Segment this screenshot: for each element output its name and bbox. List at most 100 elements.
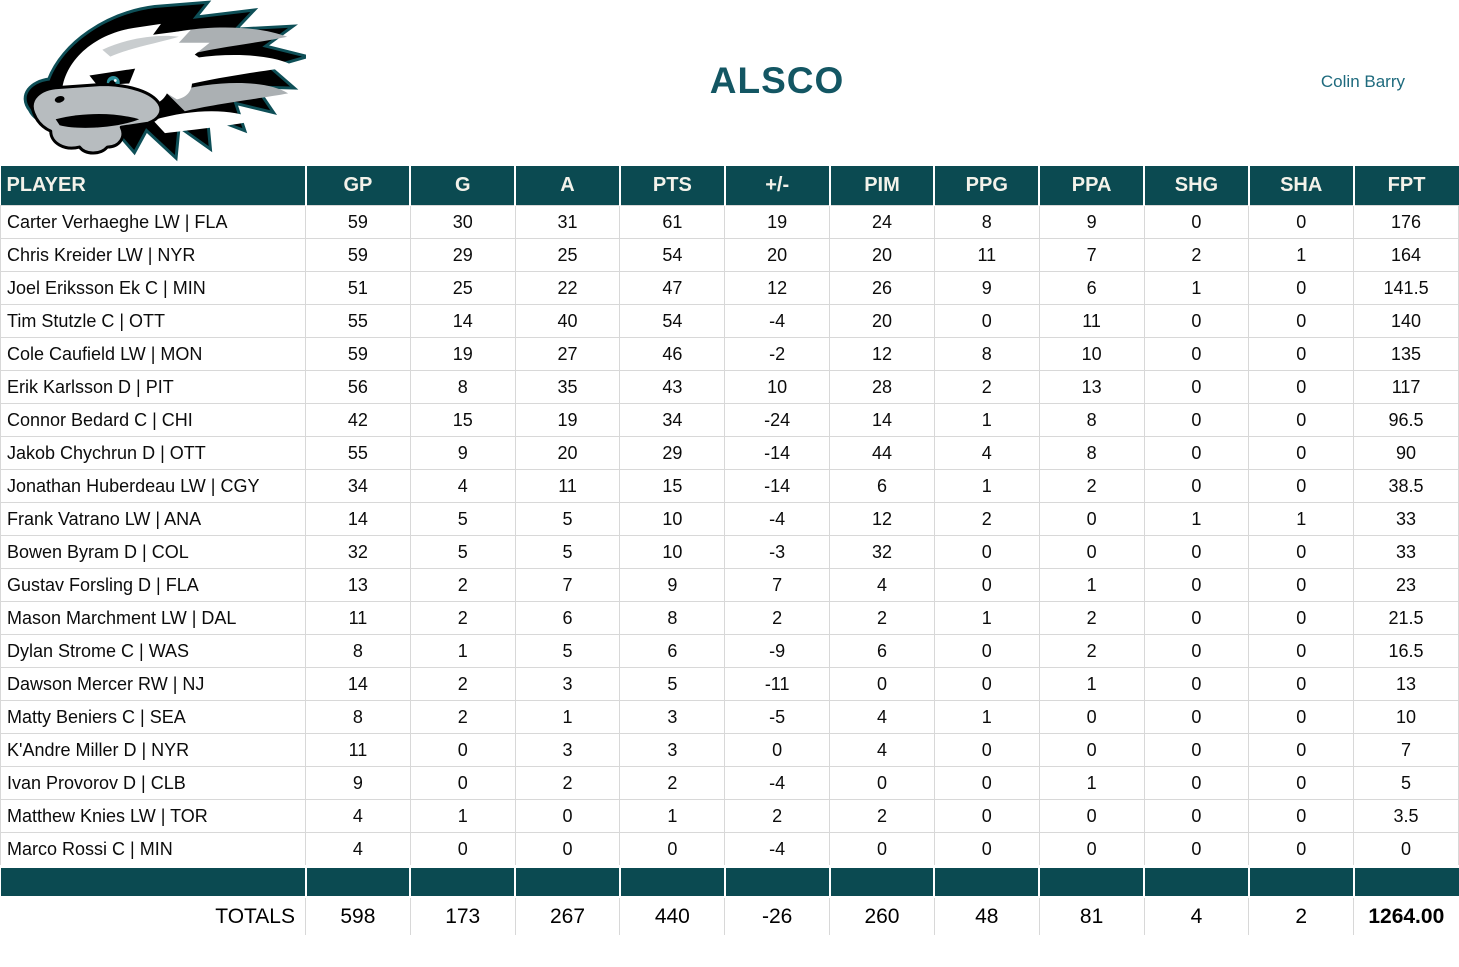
- player-row: Erik Karlsson D | PIT 56 8 35 43 10 28 2 13 0 0 117: [0, 370, 1459, 404]
- stat-cell-fpt: 135: [1353, 337, 1459, 371]
- stat-cell-gp: 8: [305, 700, 411, 734]
- spacer-cell: [514, 865, 621, 898]
- stat-cell-ppa: 2: [1038, 601, 1145, 635]
- stat-cell-sha: 0: [1248, 700, 1355, 734]
- stat-cell-shg: 0: [1143, 205, 1250, 239]
- stat-cell-shg: 0: [1143, 403, 1250, 437]
- stat-cell-gp: 59: [305, 205, 411, 239]
- stat-cell-fpt: 96.5: [1353, 403, 1459, 437]
- stat-cell-fpt: 5: [1353, 766, 1459, 800]
- stat-cell-ppa: 6: [1038, 271, 1145, 305]
- total-cell-ppa: 81: [1039, 897, 1145, 935]
- stat-cell-g: 5: [409, 535, 516, 569]
- stat-cell-g: 4: [409, 469, 516, 503]
- total-cell-a: 267: [515, 897, 621, 935]
- stat-cell-pts: 0: [619, 832, 726, 867]
- spacer-cell: [1352, 865, 1459, 898]
- stat-cell-sha: 0: [1248, 634, 1355, 668]
- player-name-cell: Matty Beniers C | SEA: [0, 700, 306, 734]
- stat-cell-ppa: 2: [1038, 634, 1145, 668]
- column-header-gp: GP: [304, 166, 412, 206]
- stat-cell-g: 9: [409, 436, 516, 470]
- stat-cell-sha: 0: [1248, 568, 1355, 602]
- stat-cell-a: 2: [514, 766, 621, 800]
- player-name-cell: Erik Karlsson D | PIT: [0, 370, 306, 404]
- stat-cell-a: 22: [514, 271, 621, 305]
- stat-cell-a: 27: [514, 337, 621, 371]
- player-name-cell: Jakob Chychrun D | OTT: [0, 436, 306, 470]
- stat-cell-pim: 4: [829, 568, 935, 602]
- stat-cell-plus-minus: -4: [724, 832, 831, 867]
- totals-row: TOTALS 598 173 267 440 -26 260 48 81 4 2 1264.00: [0, 897, 1459, 935]
- column-header-pts: PTS: [618, 166, 726, 206]
- stat-cell-pts: 10: [619, 502, 726, 536]
- page-title: ALSCO: [709, 60, 845, 101]
- stat-cell-ppa: 0: [1038, 535, 1145, 569]
- stat-cell-gp: 8: [305, 634, 411, 668]
- stat-cell-plus-minus: -4: [724, 304, 831, 338]
- stat-cell-a: 20: [514, 436, 621, 470]
- stat-cell-sha: 0: [1248, 601, 1355, 635]
- player-row: Marco Rossi C | MIN 4 0 0 0 -4 0 0 0 0 0 0: [0, 832, 1459, 867]
- stat-cell-plus-minus: -24: [724, 403, 831, 437]
- stat-cell-sha: 1: [1248, 502, 1355, 536]
- player-row: Jakob Chychrun D | OTT 55 9 20 29 -14 44 4 8 0 0 90: [0, 436, 1459, 470]
- stat-cell-fpt: 33: [1353, 502, 1459, 536]
- column-header-ppa: PPA: [1038, 166, 1145, 206]
- stat-cell-ppg: 1: [933, 700, 1040, 734]
- stat-cell-gp: 11: [305, 601, 411, 635]
- stat-cell-pim: 44: [829, 436, 935, 470]
- stat-cell-a: 31: [514, 205, 621, 239]
- player-name-cell: Connor Bedard C | CHI: [0, 403, 306, 437]
- stat-cell-shg: 0: [1143, 733, 1250, 767]
- stat-cell-ppg: 0: [933, 766, 1040, 800]
- stat-cell-g: 2: [409, 700, 516, 734]
- stat-cell-gp: 34: [305, 469, 411, 503]
- stat-cell-sha: 0: [1248, 436, 1355, 470]
- stat-cell-shg: 0: [1143, 667, 1250, 701]
- stat-cell-ppa: 11: [1038, 304, 1145, 338]
- stat-cell-ppa: 0: [1038, 799, 1145, 833]
- stat-cell-g: 25: [409, 271, 516, 305]
- stat-cell-fpt: 0: [1353, 832, 1459, 867]
- stat-cell-gp: 55: [305, 304, 411, 338]
- spacer-cell: [1038, 865, 1145, 898]
- stat-cell-ppa: 0: [1038, 700, 1145, 734]
- stat-cell-pts: 10: [619, 535, 726, 569]
- total-cell-g: 173: [410, 897, 516, 935]
- stat-cell-ppg: 0: [933, 304, 1040, 338]
- stat-cell-a: 6: [514, 601, 621, 635]
- player-row: Mason Marchment LW | DAL 11 2 6 8 2 2 1 2 0 0 21.5: [0, 601, 1459, 635]
- stat-cell-ppg: 0: [933, 733, 1040, 767]
- player-name-cell: Dawson Mercer RW | NJ: [0, 667, 306, 701]
- stat-cell-pim: 14: [829, 403, 935, 437]
- stat-cell-plus-minus: -4: [724, 502, 831, 536]
- stat-cell-pim: 2: [829, 799, 935, 833]
- stat-cell-ppa: 9: [1038, 205, 1145, 239]
- stat-cell-shg: 0: [1143, 436, 1250, 470]
- stat-cell-pts: 8: [619, 601, 726, 635]
- stat-cell-fpt: 10: [1353, 700, 1459, 734]
- stat-cell-g: 19: [409, 337, 516, 371]
- stat-cell-pts: 3: [619, 700, 726, 734]
- stat-cell-sha: 0: [1248, 271, 1355, 305]
- stat-cell-ppa: 0: [1038, 502, 1145, 536]
- column-header-a: A: [514, 166, 621, 206]
- stat-cell-a: 19: [514, 403, 621, 437]
- stat-cell-shg: 0: [1143, 766, 1250, 800]
- player-row: Matthew Knies LW | TOR 4 1 0 1 2 2 0 0 0 0 3.5: [0, 799, 1459, 833]
- stat-cell-ppa: 7: [1038, 238, 1145, 272]
- stat-cell-pim: 4: [829, 733, 935, 767]
- stat-cell-ppa: 0: [1038, 733, 1145, 767]
- stat-cell-gp: 59: [305, 238, 411, 272]
- stat-cell-plus-minus: 0: [724, 733, 831, 767]
- stat-cell-sha: 0: [1248, 799, 1355, 833]
- stat-cell-ppa: 8: [1038, 436, 1145, 470]
- stat-cell-pim: 26: [829, 271, 935, 305]
- stat-cell-ppa: 10: [1038, 337, 1145, 371]
- player-name-cell: Chris Kreider LW | NYR: [0, 238, 306, 272]
- stat-cell-g: 14: [409, 304, 516, 338]
- stat-cell-g: 1: [409, 634, 516, 668]
- stat-cell-plus-minus: -4: [724, 766, 831, 800]
- stat-cell-fpt: 16.5: [1353, 634, 1459, 668]
